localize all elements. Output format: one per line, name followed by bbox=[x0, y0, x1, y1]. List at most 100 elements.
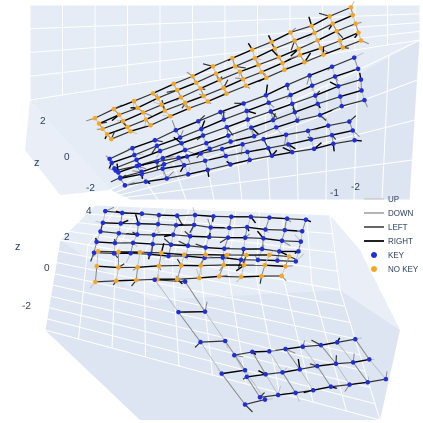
node-key-s0-l1-r4-c10[interactable] bbox=[339, 103, 345, 109]
node-no-key-s1-l1-r2-c2[interactable] bbox=[133, 277, 139, 283]
node-no-key-s0-l0-r1-c9[interactable] bbox=[272, 46, 278, 51]
node-key-s0-l1-r0-c1[interactable] bbox=[130, 145, 135, 151]
node-key-s0-l2-r2-c8[interactable] bbox=[289, 149, 295, 155]
node-no-key-s0-l0-r4-c10[interactable] bbox=[302, 59, 307, 65]
node-key-s1-l0-r0-c5[interactable] bbox=[192, 212, 198, 218]
node-key-s1-l3-r1-c3[interactable] bbox=[297, 367, 303, 372]
node-no-key-s0-l0-r0-c4[interactable] bbox=[171, 81, 176, 87]
node-key-s0-l1-r1-c5[interactable] bbox=[221, 117, 227, 122]
node-no-key-s1-l1-r0-c9[interactable] bbox=[286, 254, 292, 259]
node-key-s0-l2-r1-c11[interactable] bbox=[350, 128, 356, 133]
node-key-s0-l1-r0-c9[interactable] bbox=[307, 73, 312, 78]
node-key-s1-l2-r4-c1[interactable] bbox=[262, 397, 268, 402]
legend-up-label[interactable]: UP bbox=[388, 195, 399, 204]
node-key-s0-l1-r0-c11[interactable] bbox=[351, 55, 357, 60]
node-no-key-s1-l1-r2-c8[interactable] bbox=[259, 273, 264, 279]
node-key-s1-l3-r2-c4[interactable] bbox=[328, 384, 334, 390]
node-key-s0-l1-r0-c0[interactable] bbox=[107, 156, 112, 162]
node-key-s0-l1-r4-c3[interactable] bbox=[184, 154, 190, 159]
node-key-s1-l0-r0-c4[interactable] bbox=[174, 213, 180, 219]
node-no-key-s0-l0-r0-c13[interactable] bbox=[348, 5, 354, 10]
node-key-s0-l2-r2-c3[interactable] bbox=[185, 172, 191, 177]
node-no-key-s0-l0-r2-c13[interactable] bbox=[353, 21, 358, 27]
node-key-s0-l2-r1-c4[interactable] bbox=[202, 158, 208, 164]
node-key-s1-l0-r1-c0[interactable] bbox=[100, 220, 106, 226]
legend-no-key-marker[interactable] bbox=[371, 266, 377, 272]
node-no-key-s1-l1-r1-c7[interactable] bbox=[241, 262, 247, 268]
node-no-key-s1-l1-r0-c4[interactable] bbox=[181, 252, 187, 257]
node-no-key-s1-l1-r1-c2[interactable] bbox=[135, 265, 140, 270]
node-no-key-s1-l1-r0-c3[interactable] bbox=[159, 250, 164, 256]
node-no-key-s0-l0-r2-c6[interactable] bbox=[217, 77, 222, 83]
node-key-s0-l2-r2-c11[interactable] bbox=[352, 137, 357, 143]
node-key-s1-l0-r3-c1[interactable] bbox=[112, 240, 118, 246]
node-key-s1-l3-r1-c1[interactable] bbox=[263, 372, 268, 377]
node-no-key-s1-l1-r0-c7[interactable] bbox=[244, 252, 249, 258]
node-key-s1-l3-r2-c1[interactable] bbox=[275, 392, 281, 398]
node-no-key-s0-l0-r4-c5[interactable] bbox=[205, 99, 211, 104]
node-key-s0-l1-r1-c2[interactable] bbox=[154, 143, 160, 149]
node-key-s1-l0-r0-c7[interactable] bbox=[228, 214, 234, 220]
node-no-key-s1-l1-r1-c3[interactable] bbox=[156, 263, 162, 269]
node-key-s1-l2-r1-c0[interactable] bbox=[176, 309, 181, 315]
node-key-s1-l0-r0-c0[interactable] bbox=[103, 208, 108, 214]
node-key-s1-l0-r4-c4[interactable] bbox=[166, 253, 171, 259]
node-key-s0-l1-r2-c9[interactable] bbox=[313, 93, 318, 98]
node-key-s0-l1-r3-c10[interactable] bbox=[337, 94, 343, 99]
node-key-s1-l0-r4-c9[interactable] bbox=[255, 257, 261, 263]
node-key-s0-l1-r2-c5[interactable] bbox=[224, 124, 230, 130]
node-key-s0-l1-r1-c9[interactable] bbox=[309, 83, 315, 88]
node-no-key-s0-l0-r0-c7[interactable] bbox=[230, 55, 235, 61]
node-key-s1-l0-r1-c8[interactable] bbox=[244, 224, 250, 230]
legend-no-key-label[interactable]: NO KEY bbox=[388, 265, 419, 274]
node-key-s0-l2-r1-c8[interactable] bbox=[285, 142, 291, 147]
node-key-s0-l1-r3-c9[interactable] bbox=[315, 101, 321, 107]
node-no-key-s1-l1-r2-c1[interactable] bbox=[113, 278, 119, 284]
node-no-key-s1-l1-r2-c0[interactable] bbox=[93, 279, 98, 285]
node-key-s1-l0-r2-c6[interactable] bbox=[206, 234, 212, 240]
node-key-s0-l1-r4-c7[interactable] bbox=[273, 125, 279, 130]
node-key-s1-l3-r0-c6[interactable] bbox=[334, 340, 340, 345]
node-no-key-s0-l0-r2-c11[interactable] bbox=[315, 38, 320, 43]
node-key-s0-l2-r2-c5[interactable] bbox=[228, 162, 233, 167]
node-key-s1-l0-r2-c10[interactable] bbox=[279, 238, 285, 244]
node-no-key-s0-l0-r0-c6[interactable] bbox=[210, 64, 216, 69]
node-key-s1-l0-r3-c8[interactable] bbox=[241, 246, 246, 252]
node-no-key-s1-l1-r1-c6[interactable] bbox=[221, 262, 226, 268]
node-no-key-s0-l0-r4-c9[interactable] bbox=[282, 67, 287, 73]
node-no-key-s0-l0-r1-c3[interactable] bbox=[155, 95, 160, 101]
node-key-s0-l2-r1-c5[interactable] bbox=[223, 153, 229, 159]
node-key-s0-l1-r1-c7[interactable] bbox=[266, 100, 271, 106]
node-key-s0-l2-r1-c9[interactable] bbox=[308, 137, 314, 142]
node-key-s0-l1-r0-c4[interactable] bbox=[196, 118, 201, 124]
node-key-s0-l1-r3-c2[interactable] bbox=[160, 155, 166, 161]
node-no-key-s0-l0-r4-c11[interactable] bbox=[321, 52, 326, 57]
node-no-key-s0-l0-r2-c9[interactable] bbox=[276, 54, 282, 60]
node-key-s1-l2-r1-c1[interactable] bbox=[202, 309, 208, 314]
node-key-s0-l1-r0-c3[interactable] bbox=[173, 127, 179, 133]
node-key-s1-l0-r3-c3[interactable] bbox=[150, 241, 155, 247]
node-key-s0-l2-r0-c3[interactable] bbox=[176, 155, 181, 161]
node-no-key-s0-l0-r4-c8[interactable] bbox=[264, 75, 269, 81]
node-key-s0-l2-r2-c2[interactable] bbox=[164, 176, 170, 181]
node-key-s1-l0-r1-c4[interactable] bbox=[173, 222, 179, 228]
node-key-s1-l2-r3-c1[interactable] bbox=[242, 367, 248, 373]
node-no-key-s0-l0-r4-c7[interactable] bbox=[243, 83, 249, 89]
node-key-s0-l2-r0-c2[interactable] bbox=[154, 159, 160, 165]
node-key-s0-l1-r2-c4[interactable] bbox=[200, 133, 206, 138]
node-key-s1-l0-r2-c9[interactable] bbox=[261, 236, 266, 241]
node-no-key-s0-l0-r2-c4[interactable] bbox=[178, 95, 184, 100]
node-key-s1-l0-r0-c8[interactable] bbox=[248, 214, 254, 220]
node-key-s0-l2-r1-c0[interactable] bbox=[117, 176, 123, 181]
node-no-key-s0-l0-r0-c0[interactable] bbox=[92, 115, 98, 121]
node-no-key-s0-l0-r4-c0[interactable] bbox=[109, 136, 114, 142]
node-key-s1-l0-r3-c10[interactable] bbox=[276, 249, 282, 254]
node-no-key-s1-l1-r0-c2[interactable] bbox=[137, 249, 143, 255]
node-no-key-s0-l0-r3-c6[interactable] bbox=[221, 85, 226, 91]
node-no-key-s0-l0-r1-c7[interactable] bbox=[232, 64, 238, 69]
node-key-s1-l2-r2-c0[interactable] bbox=[198, 339, 203, 345]
node-key-s1-l3-r2-c0[interactable] bbox=[257, 394, 263, 400]
node-key-s1-l0-r2-c1[interactable] bbox=[116, 230, 122, 236]
node-key-s1-l0-r4-c3[interactable] bbox=[147, 251, 152, 257]
node-no-key-s0-l0-r0-c12[interactable] bbox=[327, 14, 332, 19]
